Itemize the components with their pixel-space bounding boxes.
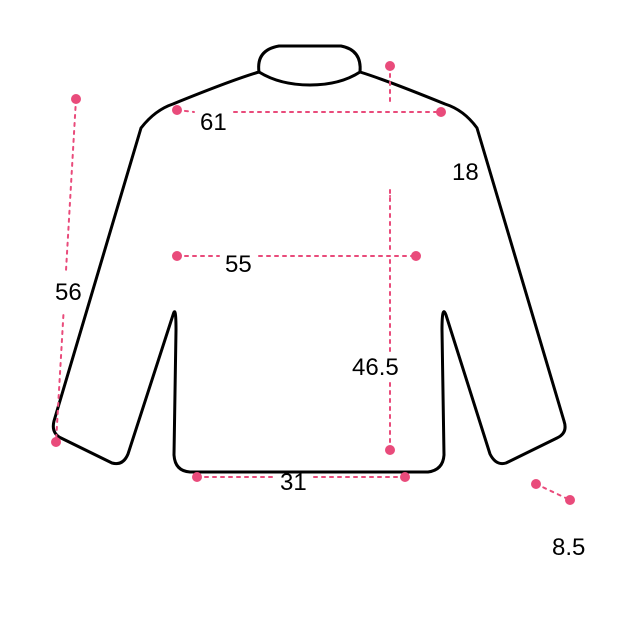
label-sleeve-length: 56 (55, 279, 82, 306)
dim-sleeve-lower (56, 315, 63, 442)
dot-sleeve-top (71, 94, 81, 104)
label-hem-half: 31 (280, 469, 307, 496)
label-chest-width: 55 (225, 251, 252, 278)
label-armhole-depth: 18 (452, 159, 479, 186)
sweater-body-outline (53, 72, 565, 472)
dot-cuff-a (531, 479, 541, 489)
dot-neck-r (385, 61, 395, 71)
dot-chest-l (172, 251, 182, 261)
dot-shoulder-r (436, 107, 446, 117)
label-cuff-width: 8.5 (552, 534, 585, 561)
dot-cuff-b (565, 495, 575, 505)
dim-cuff (536, 484, 570, 500)
dot-hem-l (192, 472, 202, 482)
label-shoulder-width: 61 (200, 109, 227, 136)
dot-body-bottom (385, 445, 395, 455)
sweater-outline (259, 46, 361, 85)
sweater-dimension-diagram: 61 55 31 56 18 46.5 8.5 (0, 0, 619, 619)
dot-hem-r (400, 472, 410, 482)
dot-chest-r (411, 251, 421, 261)
dot-shoulder-l (172, 105, 182, 115)
dim-sleeve-upper (66, 99, 76, 271)
label-body-length: 46.5 (352, 354, 399, 381)
dot-sleeve-bottom (51, 437, 61, 447)
